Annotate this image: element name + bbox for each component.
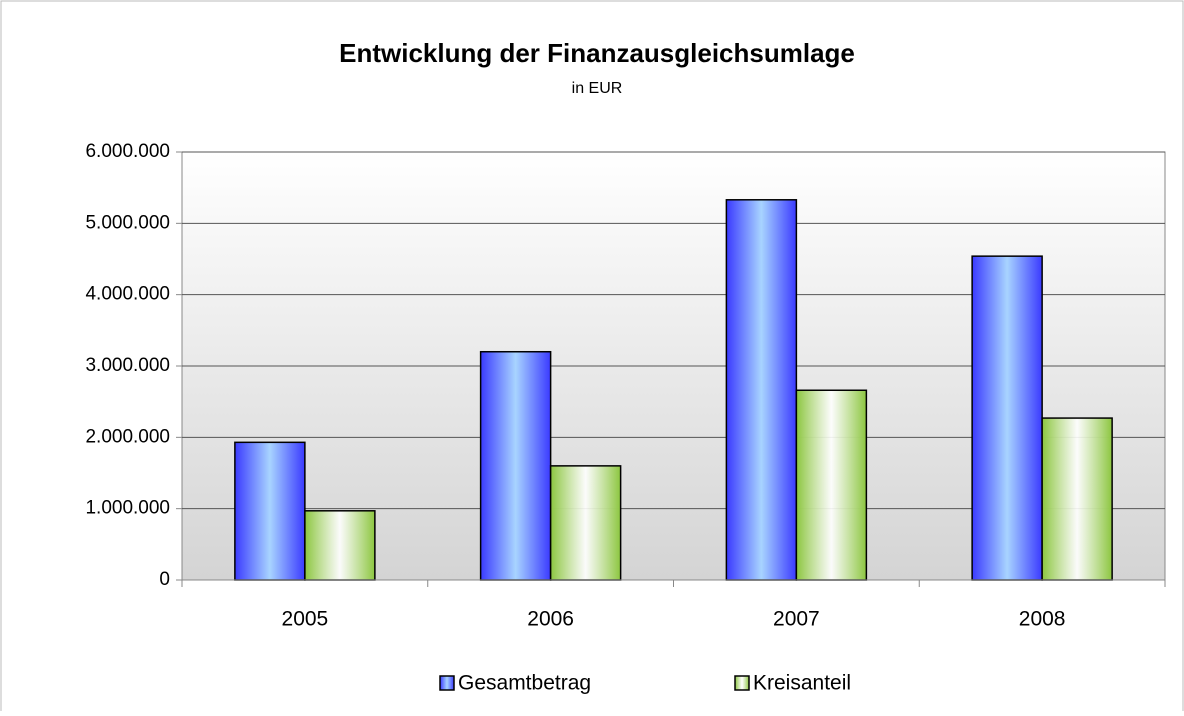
- bar: [795, 389, 868, 581]
- legend-swatch: [734, 675, 750, 691]
- bar: [549, 465, 622, 581]
- y-tick-label: 4.000.000: [85, 284, 170, 305]
- y-tick-label: 6.000.000: [85, 141, 170, 162]
- x-tick-label: 2008: [1019, 608, 1066, 631]
- y-tick-label: 5.000.000: [85, 212, 170, 233]
- legend-label: Gesamtbetrag: [458, 672, 591, 695]
- y-tick-label: 0: [159, 569, 170, 590]
- x-tick-label: 2006: [527, 608, 574, 631]
- chart-title: Entwicklung der Finanzausgleichsumlage: [339, 38, 855, 68]
- chart-subtitle: in EUR: [572, 80, 623, 97]
- y-tick-label: 3.000.000: [85, 355, 170, 376]
- legend-label: Kreisanteil: [753, 672, 851, 695]
- x-tick-label: 2005: [282, 608, 329, 631]
- bar: [234, 441, 306, 581]
- bar: [479, 350, 552, 581]
- x-tick-label: 2007: [773, 608, 820, 631]
- bar: [971, 255, 1043, 581]
- legend-swatch: [439, 675, 455, 691]
- bar: [1041, 417, 1113, 581]
- y-tick-label: 2.000.000: [85, 426, 170, 447]
- y-tick-label: 1.000.000: [85, 498, 170, 519]
- bar: [725, 199, 798, 581]
- bar: [304, 510, 376, 581]
